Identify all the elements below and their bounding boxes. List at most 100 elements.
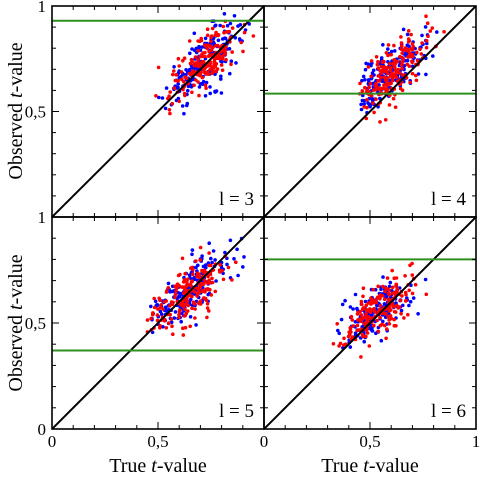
data-point bbox=[205, 316, 209, 320]
data-point bbox=[183, 94, 187, 98]
data-point bbox=[429, 29, 433, 33]
data-point bbox=[384, 76, 388, 80]
data-point bbox=[364, 62, 368, 66]
data-point bbox=[361, 295, 365, 299]
data-point bbox=[378, 120, 382, 124]
data-point bbox=[370, 59, 374, 63]
data-point bbox=[189, 283, 193, 287]
data-point bbox=[383, 290, 387, 294]
diagonal-line bbox=[264, 6, 476, 217]
data-point bbox=[341, 303, 345, 307]
data-point bbox=[411, 292, 415, 296]
data-point bbox=[379, 304, 383, 308]
data-point bbox=[406, 49, 410, 53]
data-point bbox=[236, 24, 240, 28]
data-point bbox=[380, 65, 384, 69]
data-point bbox=[182, 80, 186, 84]
data-point bbox=[181, 104, 185, 108]
data-point bbox=[395, 276, 399, 280]
data-point bbox=[194, 323, 198, 327]
data-point bbox=[193, 32, 197, 36]
data-point bbox=[221, 68, 225, 72]
data-point bbox=[411, 42, 415, 46]
data-point bbox=[197, 302, 201, 306]
data-point bbox=[375, 55, 379, 59]
x-axis-title-right: True t-value bbox=[321, 455, 419, 477]
data-point bbox=[185, 280, 189, 284]
data-point bbox=[347, 335, 351, 339]
data-point bbox=[394, 324, 398, 328]
data-point bbox=[337, 344, 341, 348]
data-point bbox=[386, 47, 390, 51]
data-point bbox=[186, 304, 190, 308]
data-point bbox=[233, 14, 237, 18]
data-point bbox=[211, 46, 215, 50]
data-point bbox=[365, 98, 369, 102]
data-point bbox=[424, 25, 428, 29]
data-point bbox=[385, 87, 389, 91]
data-point bbox=[351, 307, 355, 311]
data-point bbox=[151, 313, 155, 317]
data-point bbox=[175, 73, 179, 77]
data-point bbox=[234, 61, 238, 65]
data-point bbox=[220, 91, 224, 95]
data-point bbox=[390, 269, 394, 273]
data-point bbox=[381, 275, 385, 279]
data-point bbox=[377, 330, 381, 334]
data-point bbox=[403, 48, 407, 52]
data-point bbox=[174, 289, 178, 293]
data-point bbox=[372, 324, 376, 328]
data-point bbox=[401, 89, 405, 93]
data-point bbox=[424, 278, 428, 282]
diagonal-line bbox=[52, 217, 264, 429]
data-point bbox=[220, 63, 224, 67]
data-point bbox=[196, 80, 200, 84]
data-point bbox=[222, 278, 226, 282]
data-point bbox=[371, 101, 375, 105]
data-point bbox=[369, 302, 373, 306]
data-point bbox=[236, 274, 240, 278]
data-point bbox=[208, 85, 212, 89]
data-point bbox=[207, 279, 211, 283]
data-point bbox=[384, 118, 388, 122]
plot-area bbox=[52, 217, 264, 429]
data-point bbox=[389, 67, 393, 71]
data-point bbox=[207, 54, 211, 58]
data-point bbox=[195, 275, 199, 279]
data-point bbox=[194, 259, 198, 263]
data-point bbox=[190, 306, 194, 310]
data-point bbox=[168, 90, 172, 94]
data-point bbox=[207, 50, 211, 54]
data-point bbox=[223, 48, 227, 52]
data-point bbox=[372, 111, 376, 115]
data-point bbox=[391, 74, 395, 78]
data-point bbox=[211, 281, 215, 285]
data-point bbox=[188, 39, 192, 43]
data-point bbox=[214, 69, 218, 73]
data-point bbox=[226, 30, 230, 34]
data-point bbox=[367, 315, 371, 319]
data-point bbox=[378, 316, 382, 320]
data-point bbox=[177, 64, 181, 68]
data-point bbox=[227, 266, 231, 270]
data-point bbox=[403, 274, 407, 278]
data-point bbox=[229, 63, 233, 67]
data-point bbox=[193, 307, 197, 311]
data-point bbox=[420, 52, 424, 56]
data-point bbox=[224, 58, 228, 62]
data-point bbox=[390, 50, 394, 54]
plot-area bbox=[264, 217, 476, 429]
data-point bbox=[190, 253, 194, 257]
data-point bbox=[381, 43, 385, 47]
data-point bbox=[361, 307, 365, 311]
data-point bbox=[164, 107, 168, 111]
data-point bbox=[369, 311, 373, 315]
data-point bbox=[364, 335, 368, 339]
data-point bbox=[387, 288, 391, 292]
data-point bbox=[407, 37, 411, 41]
y-tick-label: 0,5 bbox=[25, 314, 46, 333]
data-point bbox=[229, 22, 233, 26]
data-point bbox=[172, 65, 176, 69]
data-point bbox=[376, 63, 380, 67]
data-point bbox=[398, 71, 402, 75]
